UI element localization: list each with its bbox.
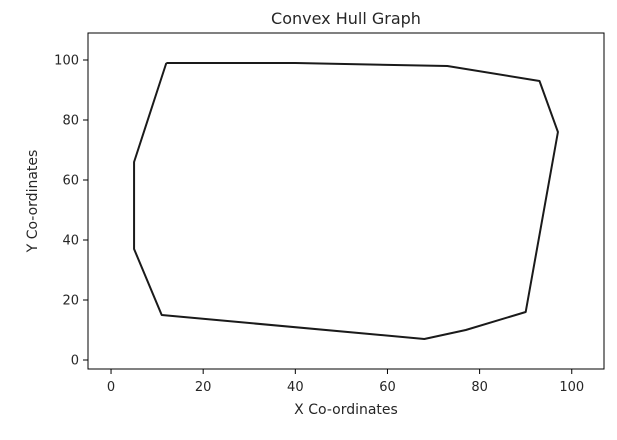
x-tick-label: 60: [379, 380, 396, 395]
x-tick-label: 0: [107, 380, 115, 395]
x-tick-label: 40: [287, 380, 304, 395]
x-tick-label: 80: [471, 380, 488, 395]
hull-line-series-0: [133, 62, 559, 340]
y-axis-ticks: 0 20 40 60 80 100: [54, 54, 88, 369]
plot-area-frame: [87, 32, 605, 370]
x-axis-ticks: 0 20 40 60 80 100: [107, 369, 584, 395]
y-tick-label: 80: [62, 114, 79, 129]
y-tick-label: 0: [71, 354, 79, 369]
x-tick-label: 100: [559, 380, 584, 395]
y-tick-label: 20: [62, 294, 79, 309]
chart-title: Convex Hull Graph: [271, 9, 421, 28]
plot-layer: [133, 62, 559, 340]
y-tick-label: 100: [54, 54, 79, 69]
y-tick-label: 40: [62, 234, 79, 249]
y-tick-label: 60: [62, 174, 79, 189]
y-axis-label: Y Co-ordinates: [25, 150, 41, 254]
x-tick-label: 20: [195, 380, 212, 395]
x-axis-label: X Co-ordinates: [294, 402, 398, 418]
